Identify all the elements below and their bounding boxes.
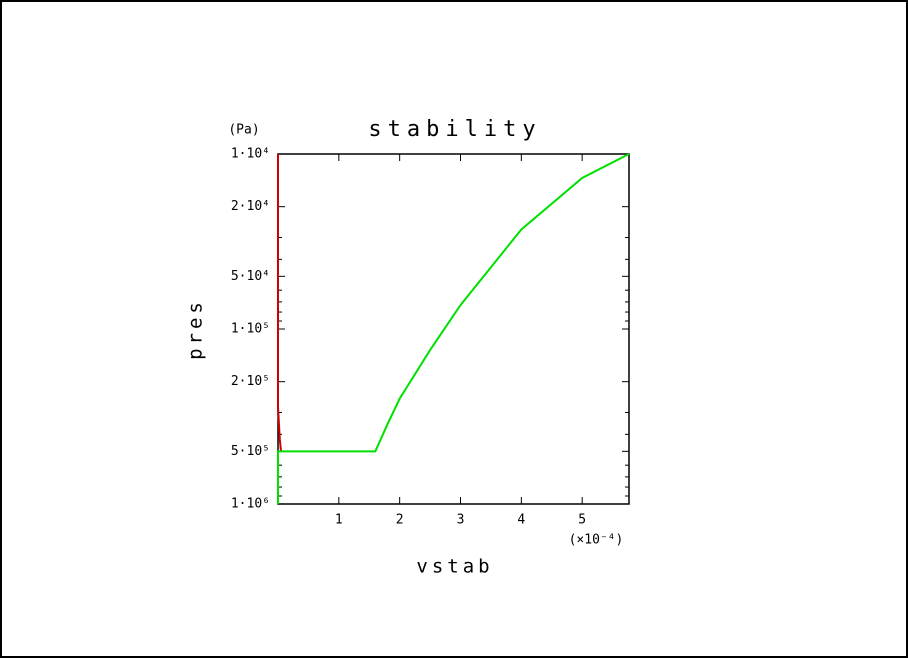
y-axis-title: pres xyxy=(185,298,207,360)
x-tick-label: 5 xyxy=(578,513,586,528)
y-tick-label: 1·10⁴ xyxy=(231,147,270,162)
y-tick-label: 5·10⁵ xyxy=(231,444,270,459)
x-tick-label: 4 xyxy=(517,513,525,528)
x-multiplier: (×10⁻⁴) xyxy=(569,533,624,548)
y-tick-label: 5·10⁴ xyxy=(231,269,270,284)
series-line xyxy=(277,153,630,504)
x-tick-label: 1 xyxy=(335,513,343,528)
y-unit: (Pa) xyxy=(228,123,259,138)
chart-title: stability xyxy=(368,117,541,142)
x-axis-title: vstab xyxy=(416,556,493,578)
x-tick-label: 3 xyxy=(457,513,465,528)
x-tick-label: 2 xyxy=(396,513,404,528)
series-line xyxy=(277,154,283,452)
y-tick-label: 1·10⁵ xyxy=(231,322,270,337)
y-tick-label: 2·10⁴ xyxy=(231,199,270,214)
y-tick-label: 1·10⁶ xyxy=(231,497,270,512)
y-tick-label: 2·10⁵ xyxy=(231,374,270,389)
